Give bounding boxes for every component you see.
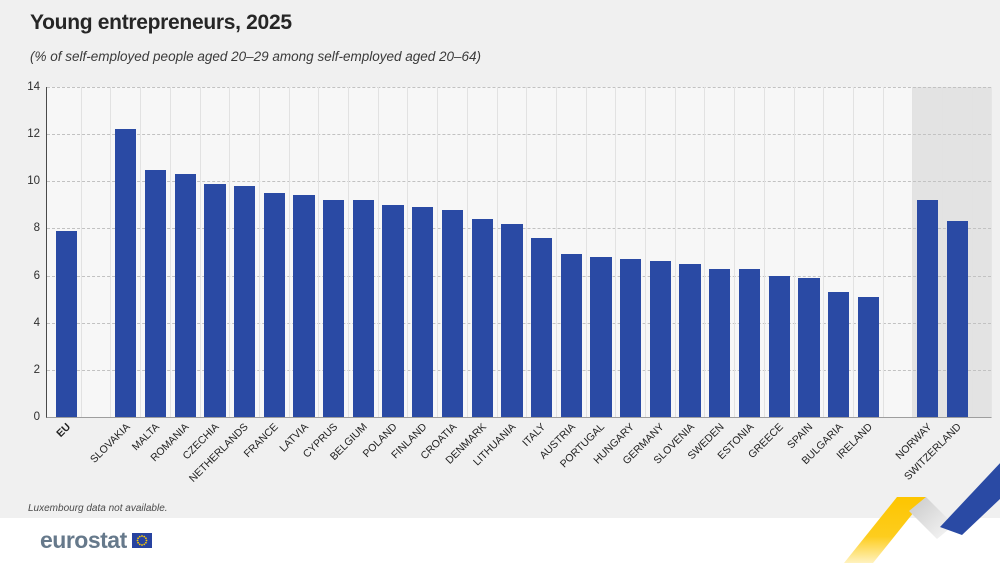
bar-austria: [560, 254, 582, 417]
bar-lithuania: [501, 223, 523, 417]
y-tick-label-14: 14: [27, 81, 40, 93]
bar-portugal: [590, 256, 612, 417]
eurostat-logo: eurostat: [40, 518, 152, 563]
bar-romania: [174, 174, 196, 417]
bar-slovenia: [679, 263, 701, 417]
gridline-y-14: [47, 87, 991, 88]
bar-poland: [382, 204, 404, 417]
x-label-cell-belgium: BELGIUM: [328, 418, 378, 496]
plot-column-france: [260, 87, 290, 417]
bar-norway: [917, 200, 939, 417]
bar-czechia: [204, 183, 226, 417]
bar-estonia: [738, 268, 761, 417]
y-tick-label-6: 6: [33, 269, 40, 282]
y-tick-label-2: 2: [33, 363, 40, 376]
plot-column-slovakia: [111, 87, 142, 417]
plot-column-cyprus: [319, 87, 350, 417]
bar-finland: [412, 207, 434, 417]
gridline-y-10: [47, 181, 991, 183]
plot-column-croatia: [438, 87, 468, 417]
ribbon-yellow-band: [844, 497, 926, 563]
bar-switzerland: [946, 221, 969, 417]
bar-belgium: [352, 200, 375, 417]
y-tick-label-4: 4: [33, 316, 40, 329]
x-tick-label-eu: EU: [54, 421, 73, 440]
plot-column-hungary: [616, 87, 647, 417]
plot-column-spain: [795, 87, 825, 417]
eu-flag-icon: [131, 533, 152, 548]
gridline-y-12: [47, 134, 991, 136]
bar-france: [263, 193, 285, 417]
bar-bulgaria: [828, 292, 850, 417]
y-axis-labels: 0 2 4 6 8 10 12 14: [0, 81, 40, 423]
ribbon-decoration: [844, 463, 1000, 563]
plot-column-latvia: [290, 87, 320, 417]
bar-latvia: [293, 195, 315, 417]
bar-slovakia: [115, 129, 137, 417]
plot-column-slovenia: [676, 87, 706, 417]
page-title: Young entrepreneurs, 2025: [30, 11, 292, 34]
plot-column-malta: [141, 87, 171, 417]
x-label-cell-slovakia: SLOVAKIA: [88, 418, 140, 496]
y-tick-label-10: 10: [27, 175, 40, 188]
plot-column-romania: [171, 87, 201, 417]
plot-column-estonia: [735, 87, 765, 417]
bar-germany: [649, 261, 672, 417]
ribbon-gray-fold: [909, 497, 954, 539]
chart-subtitle: (% of self-employed people aged 20–29 am…: [30, 49, 482, 64]
plot-column-italy: [527, 87, 557, 417]
bar-spain: [798, 277, 820, 417]
plot-column-greece: [765, 87, 795, 417]
plot-column-spacer: [82, 87, 112, 417]
plot-column-lithuania: [498, 87, 528, 417]
plot-column-czechia: [201, 87, 231, 417]
plot-column-belgium: [349, 87, 379, 417]
x-label-cell-greece: GREECE: [746, 418, 794, 496]
plot-column-poland: [379, 87, 409, 417]
bar-malta: [144, 169, 167, 417]
plot-column-denmark: [468, 87, 498, 417]
y-tick-label-12: 12: [27, 128, 40, 141]
bar-italy: [530, 237, 553, 417]
plot-column-austria: [557, 87, 587, 417]
plot-column-bulgaria: [824, 87, 854, 417]
bar-cyprus: [323, 200, 345, 417]
bars-container: [47, 87, 991, 417]
x-label-cell-eu: EU: [51, 418, 81, 496]
plot-column-switzerland: [943, 87, 973, 417]
bar-greece: [768, 275, 790, 417]
x-label-cell-latvia: LATVIA: [277, 418, 319, 496]
plot-column-finland: [408, 87, 439, 417]
bar-ireland: [857, 296, 879, 417]
y-tick-label-8: 8: [33, 222, 40, 235]
bar-hungary: [620, 259, 642, 417]
plot-column-ireland: [854, 87, 884, 417]
y-tick-label-0: 0: [33, 411, 40, 423]
plot-column-eu: [52, 87, 82, 417]
x-label-cell-france: FRANCE: [242, 418, 289, 496]
footnote: Luxembourg data not available.: [28, 503, 168, 514]
bar-netherlands: [233, 186, 256, 417]
plot-column-germany: [646, 87, 676, 417]
plot-column-netherlands: [230, 87, 260, 417]
plot-column-norway: [913, 87, 944, 417]
plot-column-portugal: [587, 87, 617, 417]
footer: eurostat: [0, 518, 1000, 563]
bar-denmark: [471, 219, 493, 417]
x-label-cell-estonia: ESTONIA: [715, 418, 764, 496]
bar-croatia: [441, 209, 464, 417]
plot-area: [46, 87, 992, 418]
bar-eu: [55, 230, 77, 417]
ribbon-blue-band: [940, 463, 1000, 535]
x-label-cell-lithuania: LITHUANIA: [471, 418, 527, 496]
plot-column-sweden: [705, 87, 736, 417]
x-label-cell-netherlands: NETHERLANDS: [187, 418, 259, 496]
eurostat-logo-text: eurostat: [40, 527, 127, 553]
plot-column-spacer: [884, 87, 914, 417]
bar-sweden: [709, 268, 731, 417]
